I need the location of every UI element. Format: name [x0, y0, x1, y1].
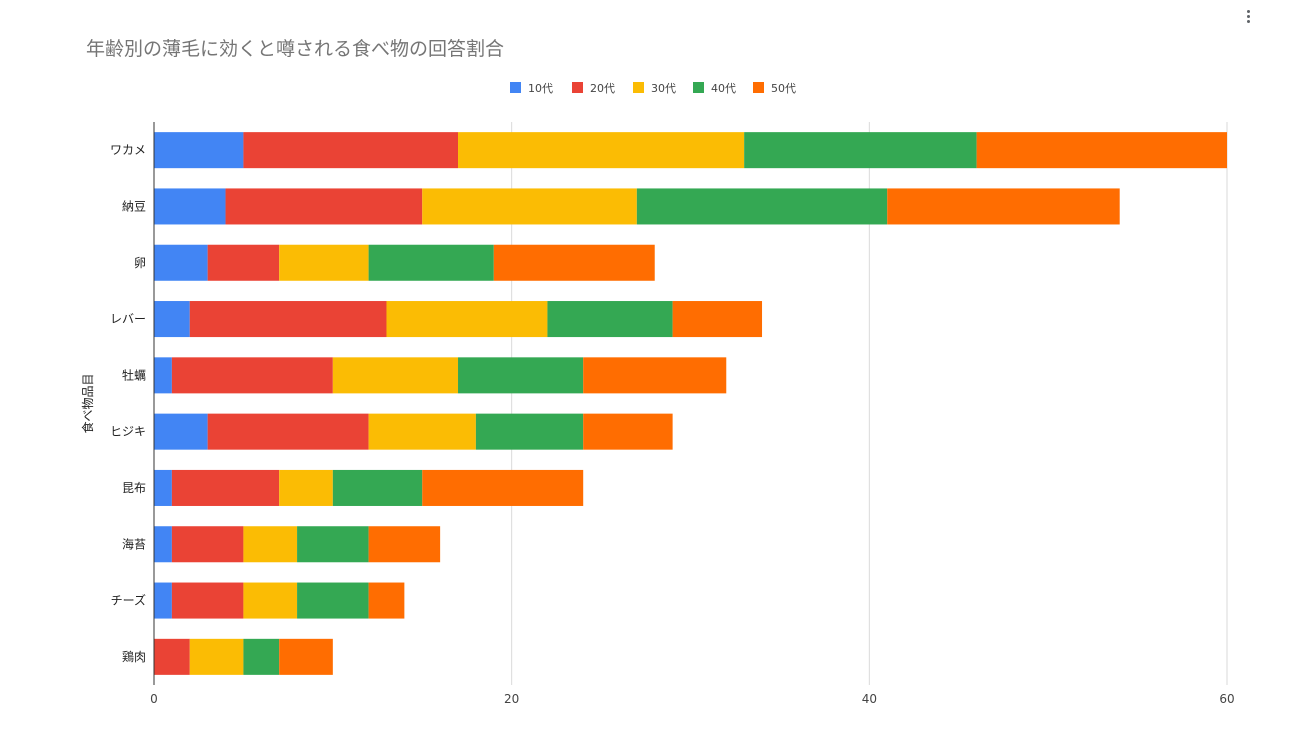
- bar-segment: [154, 413, 208, 450]
- legend-label: 40代: [711, 82, 736, 95]
- bar-segment: [636, 188, 888, 225]
- category-label: 海苔: [122, 536, 146, 551]
- bar-segment: [207, 244, 280, 281]
- legend-swatch: [572, 82, 583, 93]
- bar-segment: [154, 244, 208, 281]
- bars: [154, 132, 1227, 675]
- bar-segment: [368, 244, 494, 281]
- category-label: ワカメ: [110, 143, 146, 157]
- category-label: ヒジキ: [110, 425, 146, 439]
- bar-segment: [154, 357, 172, 394]
- x-tick-label: 20: [504, 692, 519, 706]
- bar-segment: [422, 188, 637, 225]
- legend-label: 20代: [590, 82, 615, 95]
- bar-segment: [368, 582, 405, 619]
- bar-segment: [171, 526, 244, 563]
- bar-segment: [154, 301, 190, 338]
- chart-title: 年齢別の薄毛に効くと噂される食べ物の回答割合: [86, 38, 505, 60]
- y-axis-title: 食べ物品目: [80, 373, 95, 433]
- bar-segment: [189, 638, 244, 675]
- bar-segment: [475, 413, 584, 450]
- bar-segment: [279, 638, 333, 675]
- legend-swatch: [693, 82, 704, 93]
- bar-segment: [225, 188, 423, 225]
- bar-segment: [547, 301, 673, 338]
- bar-segment: [154, 469, 172, 506]
- bar-segment: [189, 301, 387, 338]
- bar-segment: [154, 526, 172, 563]
- legend-swatch: [633, 82, 644, 93]
- category-label: 牡蠣: [122, 367, 146, 382]
- bar-segment: [171, 357, 333, 394]
- bar-segment: [279, 244, 369, 281]
- bar-segment: [207, 413, 369, 450]
- category-label: 鶏肉: [122, 650, 146, 664]
- category-label: 納豆: [122, 199, 146, 213]
- bar-segment: [583, 413, 673, 450]
- bar-segment: [744, 132, 977, 169]
- bar-segment: [976, 132, 1227, 169]
- bar-segment: [154, 188, 226, 225]
- legend-label: 10代: [528, 82, 553, 95]
- bar-segment: [243, 132, 459, 169]
- bar-segment: [458, 132, 745, 169]
- category-label: 卵: [134, 256, 146, 270]
- bar-segment: [332, 357, 459, 394]
- bar-segment: [368, 413, 476, 450]
- bar-segment: [171, 469, 280, 506]
- legend-swatch: [510, 82, 521, 93]
- bar-segment: [243, 582, 298, 619]
- category-label: チーズ: [111, 593, 146, 608]
- legend: 10代 20代 30代 40代 50代: [510, 82, 796, 95]
- category-label: レバー: [110, 312, 146, 326]
- bar-segment: [243, 526, 298, 563]
- x-tick-label: 40: [862, 692, 877, 706]
- more-options-icon[interactable]: [1240, 8, 1256, 30]
- bar-segment: [493, 244, 655, 281]
- category-label: 昆布: [122, 481, 146, 495]
- bar-segment: [297, 526, 369, 563]
- legend-label: 30代: [651, 82, 676, 95]
- bar-segment: [154, 638, 190, 675]
- bar-segment: [672, 301, 763, 338]
- bar-segment: [386, 301, 548, 338]
- bar-segment: [887, 188, 1120, 225]
- bar-segment: [154, 132, 244, 169]
- legend-label: 50代: [771, 82, 796, 95]
- bar-segment: [422, 469, 584, 506]
- bar-segment: [243, 638, 280, 675]
- bar-segment: [583, 357, 727, 394]
- bar-segment: [332, 469, 423, 506]
- bar-segment: [458, 357, 584, 394]
- bar-segment: [171, 582, 244, 619]
- legend-swatch: [753, 82, 764, 93]
- bar-segment: [297, 582, 369, 619]
- bar-segment: [154, 582, 172, 619]
- x-tick-label: 0: [150, 692, 158, 706]
- x-tick-label: 60: [1219, 692, 1234, 706]
- bar-segment: [279, 469, 333, 506]
- bar-segment: [368, 526, 441, 563]
